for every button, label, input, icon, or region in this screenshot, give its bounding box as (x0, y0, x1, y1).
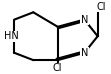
Text: N: N (81, 15, 88, 25)
Text: N: N (81, 48, 88, 58)
Text: Cl: Cl (53, 63, 62, 73)
Text: HN: HN (4, 31, 18, 41)
Text: Cl: Cl (96, 2, 106, 12)
